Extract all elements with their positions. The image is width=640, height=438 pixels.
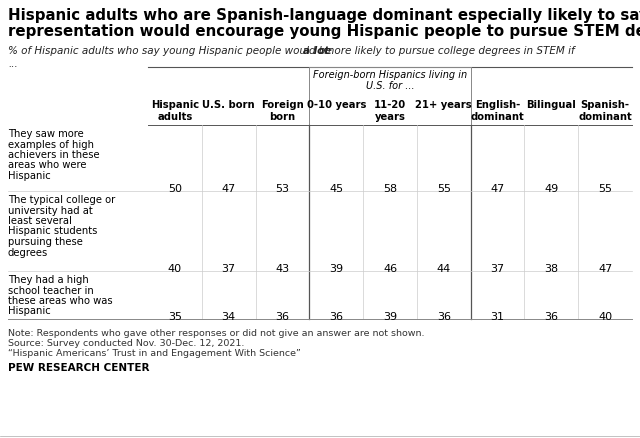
Text: 47: 47 xyxy=(490,184,505,194)
Text: They saw more: They saw more xyxy=(8,129,84,139)
Text: 36: 36 xyxy=(329,311,343,321)
Text: school teacher in: school teacher in xyxy=(8,285,93,295)
Text: 36: 36 xyxy=(545,311,558,321)
Text: Bilingual: Bilingual xyxy=(527,100,576,110)
Text: 36: 36 xyxy=(275,311,289,321)
Text: least several: least several xyxy=(8,215,72,226)
Text: examples of high: examples of high xyxy=(8,139,94,149)
Text: these areas who was: these areas who was xyxy=(8,295,113,305)
Text: The typical college or: The typical college or xyxy=(8,194,115,205)
Text: Note: Respondents who gave other responses or did not give an answer are not sho: Note: Respondents who gave other respons… xyxy=(8,328,424,337)
Text: 0-10 years: 0-10 years xyxy=(307,100,366,110)
Text: Source: Survey conducted Nov. 30-Dec. 12, 2021.: Source: Survey conducted Nov. 30-Dec. 12… xyxy=(8,338,244,347)
Text: ...: ... xyxy=(8,59,18,69)
Text: achievers in these: achievers in these xyxy=(8,150,100,159)
Text: 11-20
years: 11-20 years xyxy=(374,100,406,121)
Text: 53: 53 xyxy=(275,184,289,194)
Text: a lot: a lot xyxy=(303,46,329,56)
Text: more likely to pursue college degrees in STEM if: more likely to pursue college degrees in… xyxy=(321,46,575,56)
Text: U.S. born: U.S. born xyxy=(202,100,255,110)
Text: 47: 47 xyxy=(598,263,612,273)
Text: 43: 43 xyxy=(275,263,289,273)
Text: university had at: university had at xyxy=(8,205,93,215)
Text: 37: 37 xyxy=(490,263,504,273)
Text: Spanish-
dominant: Spanish- dominant xyxy=(578,100,632,121)
Text: Hispanic adults who are Spanish-language dominant especially likely to say more: Hispanic adults who are Spanish-language… xyxy=(8,8,640,23)
Text: Hispanic
adults: Hispanic adults xyxy=(151,100,199,121)
Text: 44: 44 xyxy=(436,263,451,273)
Text: 36: 36 xyxy=(436,311,451,321)
Text: 45: 45 xyxy=(329,184,343,194)
Text: 39: 39 xyxy=(329,263,343,273)
Text: 39: 39 xyxy=(383,311,397,321)
Text: English-
dominant: English- dominant xyxy=(470,100,524,121)
Text: PEW RESEARCH CENTER: PEW RESEARCH CENTER xyxy=(8,362,150,372)
Text: areas who were: areas who were xyxy=(8,160,86,170)
Text: 47: 47 xyxy=(221,184,236,194)
Text: Hispanic: Hispanic xyxy=(8,171,51,180)
Text: 55: 55 xyxy=(598,184,612,194)
Text: degrees: degrees xyxy=(8,247,48,257)
Text: U.S. for ...: U.S. for ... xyxy=(365,81,414,91)
Text: 31: 31 xyxy=(490,311,504,321)
Text: 35: 35 xyxy=(168,311,182,321)
Text: They had a high: They had a high xyxy=(8,274,89,284)
Text: 38: 38 xyxy=(544,263,558,273)
Text: 46: 46 xyxy=(383,263,397,273)
Text: pursuing these: pursuing these xyxy=(8,237,83,247)
Text: % of Hispanic adults who say young Hispanic people would be: % of Hispanic adults who say young Hispa… xyxy=(8,46,335,56)
Text: 50: 50 xyxy=(168,184,182,194)
Text: 37: 37 xyxy=(221,263,236,273)
Text: 55: 55 xyxy=(436,184,451,194)
Text: “Hispanic Americans’ Trust in and Engagement With Science”: “Hispanic Americans’ Trust in and Engage… xyxy=(8,348,301,357)
Text: 58: 58 xyxy=(383,184,397,194)
Text: Foreign
born: Foreign born xyxy=(261,100,304,121)
Text: 49: 49 xyxy=(544,184,559,194)
Text: Hispanic students: Hispanic students xyxy=(8,226,97,236)
Text: representation would encourage young Hispanic people to pursue STEM degrees: representation would encourage young His… xyxy=(8,24,640,39)
Text: 21+ years: 21+ years xyxy=(415,100,472,110)
Text: 34: 34 xyxy=(221,311,236,321)
Text: Foreign-born Hispanics living in: Foreign-born Hispanics living in xyxy=(313,70,467,80)
Text: 40: 40 xyxy=(168,263,182,273)
Text: 40: 40 xyxy=(598,311,612,321)
Text: Hispanic: Hispanic xyxy=(8,306,51,316)
